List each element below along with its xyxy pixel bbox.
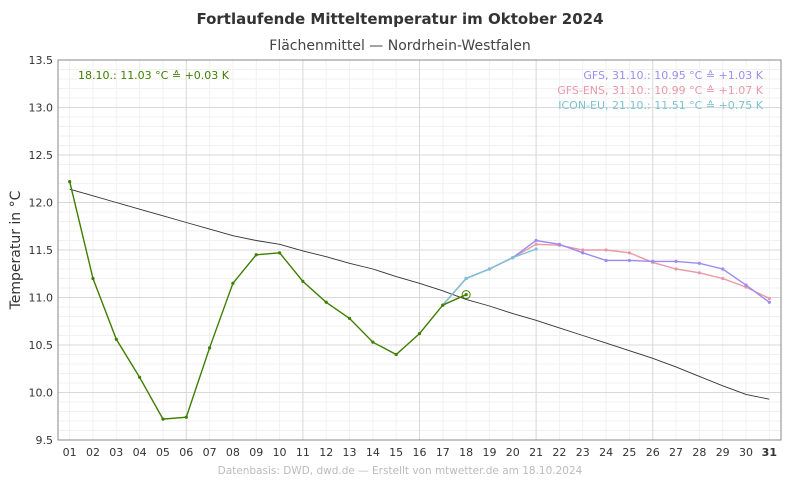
y-tick-label: 11.5 — [29, 244, 54, 257]
x-tick-label: 15 — [389, 446, 403, 459]
series-line-climate — [69, 188, 770, 400]
data-point-observed — [347, 316, 352, 320]
data-point-gfs — [581, 251, 585, 255]
x-tick-label: 27 — [669, 446, 683, 459]
data-point-observed — [394, 352, 398, 357]
x-tick-label: 23 — [576, 446, 590, 459]
x-tick-label: 12 — [319, 446, 333, 459]
legend-gfs-ens: GFS-ENS, 31.10.: 10.99 °C ≙ +1.07 K — [557, 84, 764, 97]
x-tick-label: 04 — [133, 446, 147, 459]
data-point-gfs-ens — [697, 271, 701, 275]
data-point-observed — [138, 375, 142, 379]
x-tick-label: 10 — [273, 446, 287, 459]
data-point-gfs-ens — [674, 267, 678, 271]
data-point-observed — [441, 303, 445, 307]
data-point-gfs — [557, 242, 562, 246]
data-point-icon-eu — [487, 267, 492, 271]
x-tick-label: 06 — [179, 446, 193, 459]
data-point-observed — [417, 332, 422, 336]
x-tick-label: 24 — [599, 446, 613, 459]
data-point-icon-eu — [464, 276, 468, 281]
y-tick-label: 9.5 — [36, 434, 54, 447]
series-line-observed — [69, 181, 467, 420]
x-tick-label: 08 — [226, 446, 240, 459]
data-point-observed — [254, 253, 258, 257]
data-point-gfs-ens — [721, 276, 725, 281]
x-tick-label: 20 — [506, 446, 520, 459]
chart-title: Fortlaufende Mitteltemperatur im Oktober… — [196, 10, 603, 28]
x-tick-label: 01 — [63, 446, 77, 459]
data-point-gfs-ens — [581, 248, 585, 252]
data-point-observed — [161, 417, 165, 421]
x-tick-label: 05 — [156, 446, 170, 459]
data-point-icon-eu — [511, 256, 515, 260]
data-point-gfs — [767, 300, 771, 304]
current-value-annotation: 18.10.: 11.03 °C ≙ +0.03 K — [78, 69, 230, 82]
x-tick-label: 25 — [622, 446, 636, 459]
data-point-observed — [464, 293, 468, 297]
data-point-gfs — [697, 261, 701, 265]
y-tick-label: 10.0 — [29, 387, 54, 400]
data-point-observed — [231, 281, 235, 285]
data-point-gfs — [604, 258, 608, 263]
data-point-observed — [91, 276, 95, 281]
y-tick-label: 12.0 — [29, 197, 54, 210]
data-point-gfs — [744, 283, 748, 287]
x-tick-label: 02 — [86, 446, 100, 459]
current-value-marker — [461, 290, 471, 300]
data-point-observed — [371, 340, 375, 344]
y-axis-label: Temperatur in °C — [8, 190, 24, 310]
legend-gfs: GFS, 31.10.: 10.95 °C ≙ +1.03 K — [583, 69, 763, 82]
x-tick-label: 18 — [459, 446, 473, 459]
x-tick-label: 21 — [529, 446, 543, 459]
y-tick-label: 12.5 — [29, 149, 54, 162]
legend-icon-eu: ICON-EU, 21.10.: 11.51 °C ≙ +0.75 K — [558, 99, 764, 112]
x-tick-label: 14 — [366, 446, 380, 459]
data-point-gfs — [721, 267, 725, 271]
y-tick-label: 10.5 — [29, 339, 54, 352]
data-point-gfs — [627, 258, 632, 263]
data-point-gfs-ens — [767, 296, 771, 301]
chart-subtitle: Flächenmittel — Nordrhein-Westfalen — [269, 38, 530, 54]
chart-footer: Datenbasis: DWD, dwd.de — Erstellt von m… — [218, 465, 583, 477]
x-tick-label: 11 — [296, 446, 310, 459]
data-point-gfs — [534, 238, 538, 243]
data-point-gfs-ens — [534, 242, 538, 246]
data-point-observed — [277, 251, 282, 255]
data-point-observed — [207, 346, 212, 350]
x-tick-label: 19 — [482, 446, 496, 459]
data-point-gfs — [651, 259, 655, 263]
data-point-observed — [114, 337, 118, 341]
x-tick-label: 16 — [413, 446, 427, 459]
data-point-icon-eu — [534, 247, 538, 251]
data-point-gfs-ens — [627, 251, 632, 255]
y-tick-label: 11.0 — [29, 292, 54, 305]
x-tick-label: 29 — [716, 446, 730, 459]
data-point-observed — [324, 300, 328, 304]
x-tick-label: 28 — [692, 446, 706, 459]
x-tick-label: 30 — [739, 446, 753, 459]
data-point-gfs-ens — [604, 248, 608, 252]
x-tick-label: 26 — [646, 446, 660, 459]
x-tick-label: 17 — [436, 446, 450, 459]
data-point-observed — [68, 180, 72, 184]
data-point-gfs — [674, 259, 678, 263]
y-tick-label: 13.5 — [29, 54, 54, 67]
plot-frame — [57, 59, 782, 441]
data-point-observed — [301, 279, 305, 283]
data-point-observed — [184, 415, 188, 419]
y-tick-label: 13.0 — [29, 102, 54, 115]
x-tick-label: 09 — [249, 446, 263, 459]
x-tick-label: 03 — [109, 446, 123, 459]
x-tick-label: 07 — [203, 446, 217, 459]
x-tick-label: 22 — [552, 446, 566, 459]
x-tick-label: 13 — [343, 446, 357, 459]
x-tick-label: 31 — [762, 446, 777, 459]
